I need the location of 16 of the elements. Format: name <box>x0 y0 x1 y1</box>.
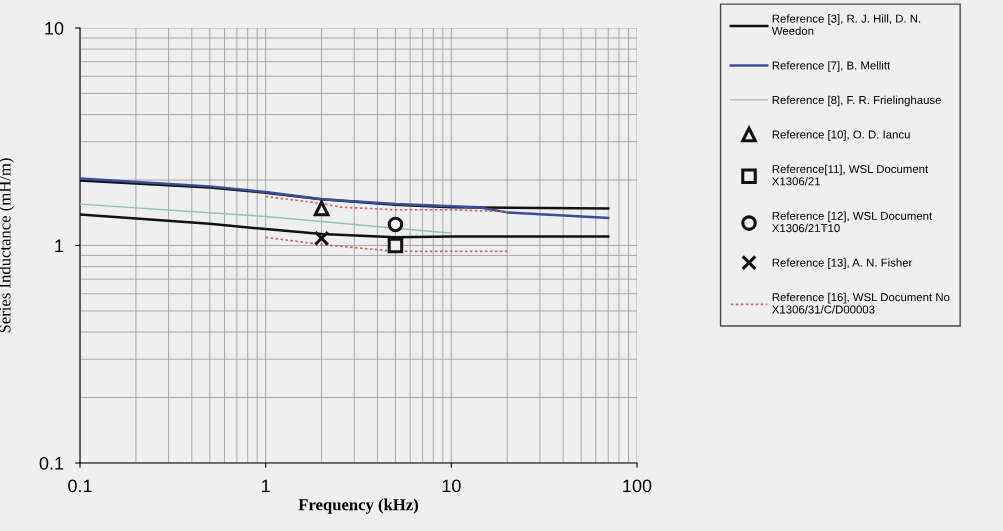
x-tick-label: 100 <box>623 479 652 493</box>
x-tick-label: 1 <box>262 479 270 493</box>
legend-label: Reference [16], WSL Document No X1306/31/C/D00003 <box>772 292 950 314</box>
y-tick-label: 1 <box>55 239 64 253</box>
legend-label: Reference [12], WSL Document X1306/21T10 <box>772 211 933 233</box>
legend-label: Reference [10], O. D. Iancu <box>772 130 910 141</box>
x-tick-label: 0.1 <box>68 479 92 493</box>
x-axis-title: Frequency (kHz) <box>298 498 419 514</box>
x-tick-label: 10 <box>442 479 461 493</box>
legend-label: Reference[11], WSL Document X1306/21 <box>772 164 929 186</box>
y-tick-label: 10 <box>45 21 64 35</box>
y-tick-label: 0.1 <box>39 456 64 470</box>
legend-label: Reference [8], F. R. Frielinghause <box>772 95 941 107</box>
legend-label: Reference [7], B. Mellitt <box>772 61 891 72</box>
legend-label: Reference [13], A. N. Fisher <box>772 258 913 269</box>
legend-label: Reference [3], R. J. Hill, D. N. Weedon <box>771 14 921 35</box>
